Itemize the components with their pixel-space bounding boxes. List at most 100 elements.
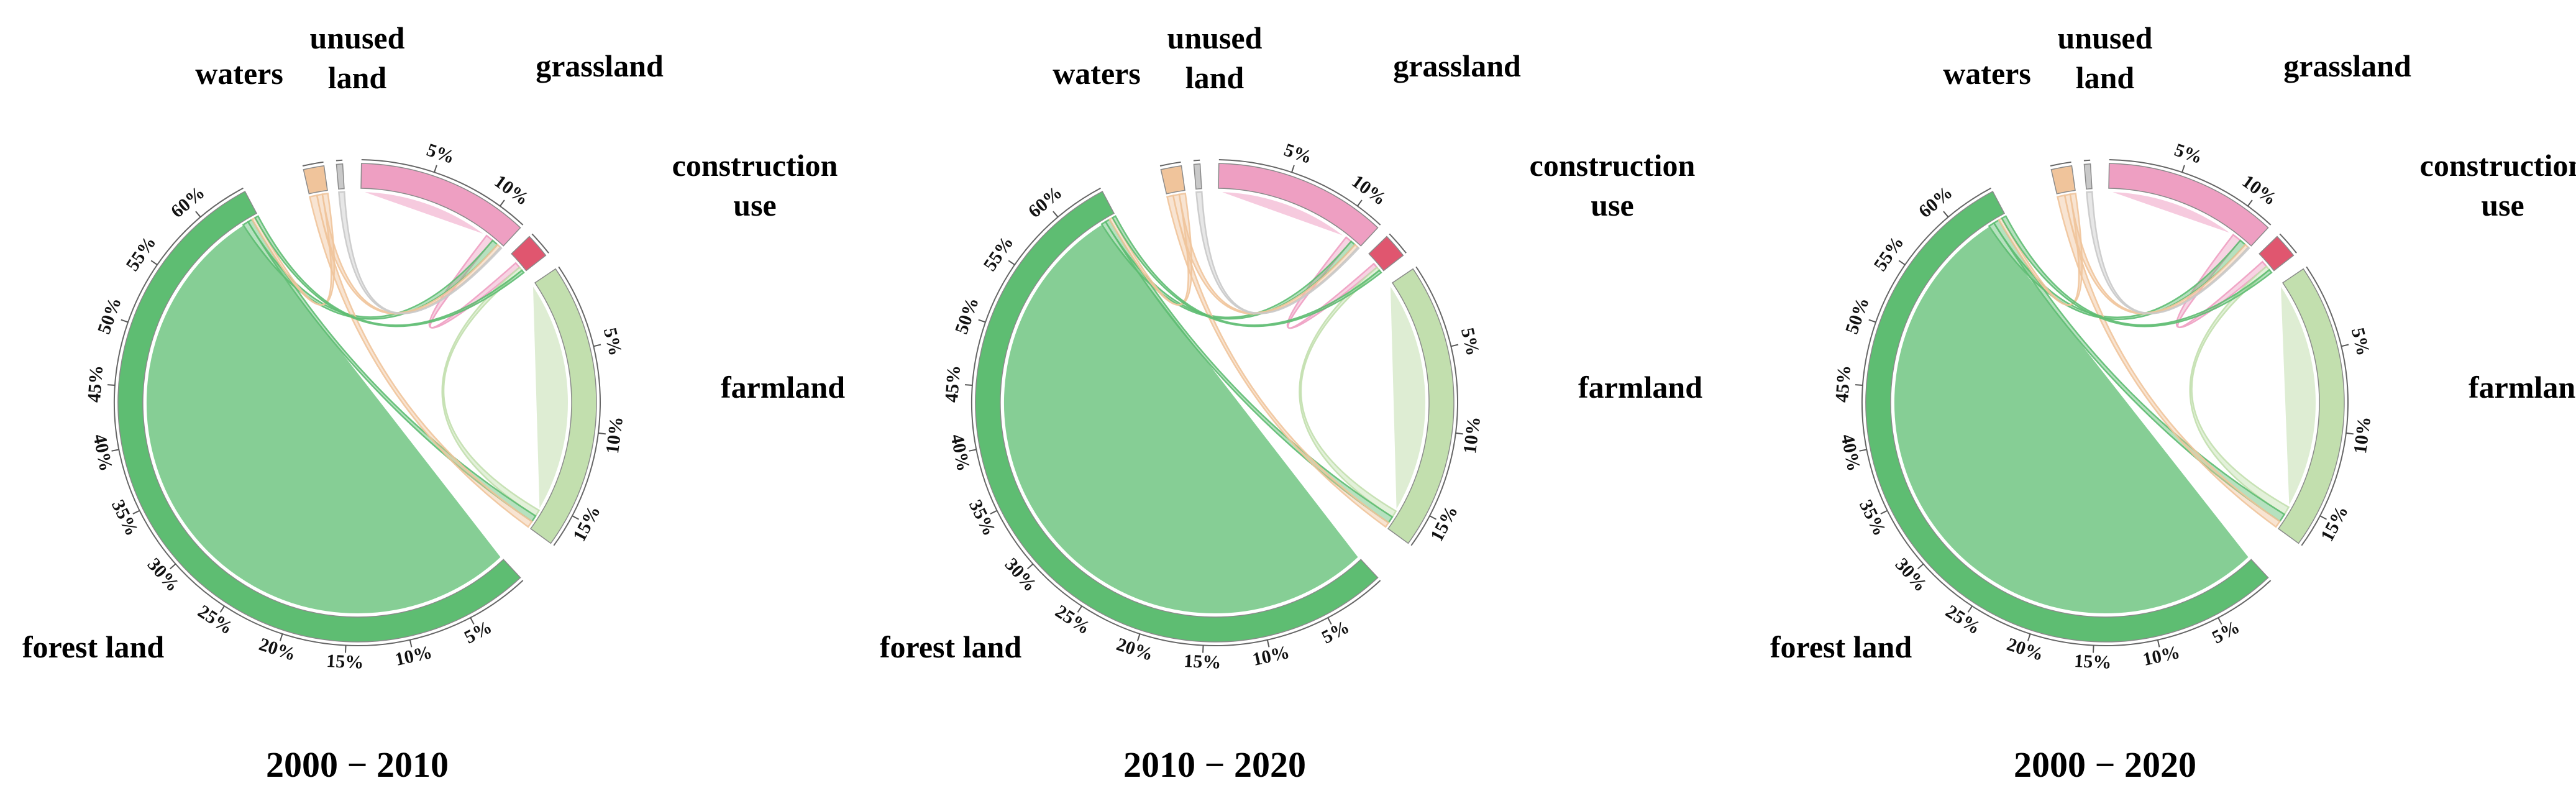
tick-mark xyxy=(500,199,505,207)
flow-unused-land-to-grassland xyxy=(2086,191,2250,314)
tick-label: 10% xyxy=(2350,415,2375,455)
arc-farmland xyxy=(1387,268,1455,544)
category-label-grassland: grassland xyxy=(1393,48,1521,83)
tick-mark xyxy=(169,563,176,570)
tick-mark xyxy=(470,617,475,625)
tick-mark xyxy=(121,319,129,323)
category-label-farmland: farmland xyxy=(2469,370,2576,405)
arc-grassland xyxy=(2108,163,2269,247)
tick-label: 5% xyxy=(461,616,495,648)
tick-label: 15% xyxy=(1427,502,1462,544)
tick-mark xyxy=(1943,211,1949,217)
category-label-construction-use: construction use xyxy=(1530,148,1696,222)
tick-mark xyxy=(111,449,119,452)
tick-label: 10% xyxy=(2141,642,2182,670)
category-label-grassland: grassland xyxy=(536,48,664,83)
axis-grassland xyxy=(361,159,524,226)
tick-mark xyxy=(1429,515,1437,520)
arc-construction-use xyxy=(1368,236,1404,272)
arc-unused-land xyxy=(1193,163,1202,190)
tick-mark xyxy=(434,165,437,173)
axis-forest-land xyxy=(1861,187,2272,646)
arc-waters xyxy=(303,165,328,195)
tick-mark xyxy=(1859,449,1867,452)
tick-mark xyxy=(572,515,580,520)
tick-mark xyxy=(344,645,347,653)
tick-label: 5% xyxy=(424,139,457,168)
tick-mark xyxy=(1455,432,1463,435)
category-label-construction-use: construction use xyxy=(2420,148,2576,222)
chord-panel-2: 5%10%15%20%25%30%35%40%45%50%55%60%5%10%… xyxy=(880,21,1702,785)
category-label-waters: waters xyxy=(195,56,283,91)
tick-mark xyxy=(2345,432,2354,435)
tick-label: 15% xyxy=(2074,651,2112,673)
tick-label: 40% xyxy=(89,433,116,473)
axis-grassland xyxy=(1218,159,1381,226)
tick-label: 40% xyxy=(946,433,974,473)
axis-grassland xyxy=(2109,159,2272,226)
tick-label: 50% xyxy=(951,295,983,337)
tick-mark xyxy=(2027,633,2031,641)
tick-label: 5% xyxy=(2172,139,2205,168)
tick-mark xyxy=(1868,319,1876,323)
chord-panel-1: 5%10%15%20%25%30%35%40%45%50%55%60%5%10%… xyxy=(22,21,845,785)
tick-mark xyxy=(2181,165,2185,173)
category-label-waters: waters xyxy=(1053,56,1141,91)
axis-construction-use xyxy=(1389,233,1407,254)
tick-mark xyxy=(969,449,977,452)
tick-label: 45% xyxy=(1832,365,1855,403)
category-label-farmland: farmland xyxy=(721,370,845,405)
tick-label: 50% xyxy=(94,295,126,337)
flow-self-grassland xyxy=(1218,191,1347,238)
tick-mark xyxy=(2247,199,2253,207)
tick-mark xyxy=(1008,260,1015,265)
category-label-construction-use: construction use xyxy=(672,148,838,222)
flow-farmland-to-construction-use xyxy=(441,266,541,518)
category-label-forest-land: forest land xyxy=(1770,629,1912,664)
chord-panel-3: 5%10%15%20%25%30%35%40%45%50%55%60%5%10%… xyxy=(1770,21,2576,785)
axis-waters xyxy=(302,161,324,167)
axis-waters xyxy=(2050,161,2071,167)
tick-mark xyxy=(150,260,158,265)
tick-mark xyxy=(279,633,283,641)
tick-mark xyxy=(1291,165,1295,173)
tick-label: 20% xyxy=(257,634,298,665)
tick-mark xyxy=(1898,260,1906,265)
axis-construction-use xyxy=(531,233,549,254)
category-label-farmland: farmland xyxy=(1578,370,1702,405)
flow-waters-to-forest-land xyxy=(1108,192,1193,306)
axis-farmland xyxy=(2301,266,2349,546)
tick-label: 5% xyxy=(1318,616,1353,648)
flow-farmland-to-construction-use xyxy=(2189,265,2290,516)
flow-self-forest-land xyxy=(1003,223,1360,615)
axis-unused-land xyxy=(1193,159,1200,162)
arc-waters xyxy=(1160,165,1185,195)
tick-label: 25% xyxy=(194,601,236,638)
axis-forest-land xyxy=(114,187,524,646)
tick-mark xyxy=(990,510,998,515)
flow-group xyxy=(1893,191,2317,615)
tick-label: 20% xyxy=(1114,634,1156,665)
tick-label: 10% xyxy=(1459,415,1484,455)
tick-label: 20% xyxy=(2004,634,2046,665)
arc-unused-land xyxy=(336,163,345,190)
flow-forest-land-to-construction-use xyxy=(2001,215,2273,327)
tick-label: 5% xyxy=(1282,139,1315,168)
flow-self-farmland xyxy=(531,282,569,513)
arc-construction-use xyxy=(2259,236,2295,272)
tick-mark xyxy=(1967,605,1973,613)
flow-unused-land-to-grassland xyxy=(338,191,503,314)
panel-title: 2000 − 2010 xyxy=(266,744,449,785)
flow-waters-to-grassland xyxy=(1172,193,1359,315)
flow-unused-land-to-grassland xyxy=(1195,191,1360,314)
tick-label: 5% xyxy=(600,326,626,357)
category-label-grassland: grassland xyxy=(2283,48,2411,83)
tick-mark xyxy=(132,510,140,515)
tick-mark xyxy=(2217,617,2222,625)
tick-mark xyxy=(1266,639,1270,648)
flow-waters-to-forest-land xyxy=(250,192,336,306)
arc-grassland xyxy=(1218,163,1379,247)
tick-mark xyxy=(409,639,413,648)
